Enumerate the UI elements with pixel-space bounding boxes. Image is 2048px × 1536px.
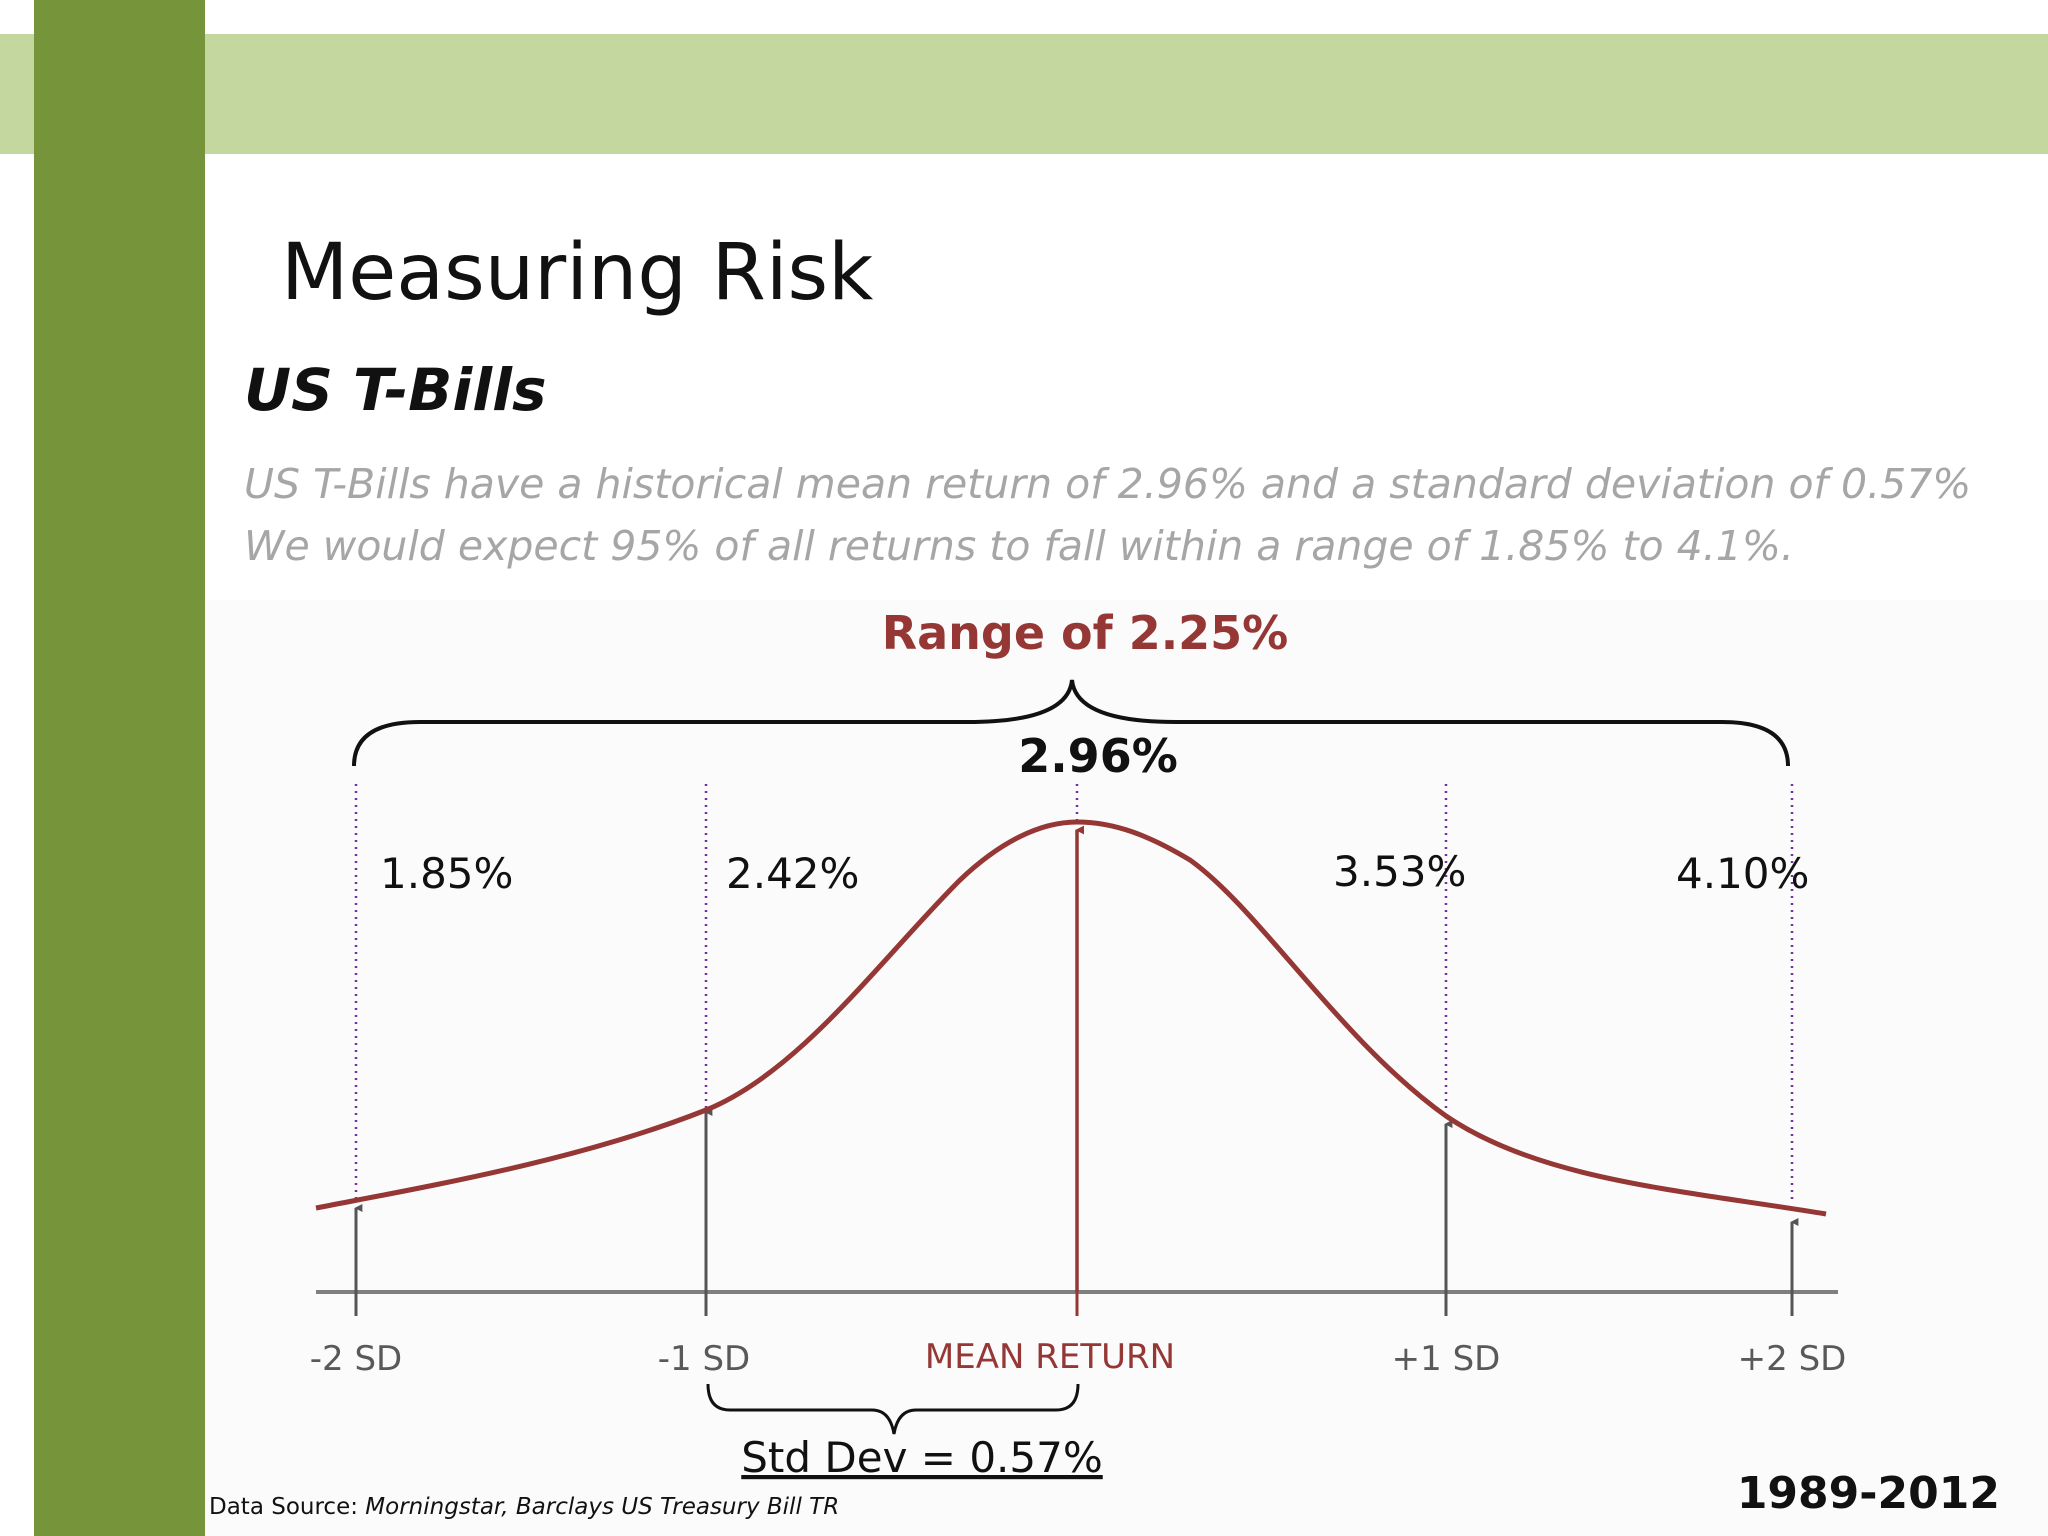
axis-label-plus-1sd: +1 SD	[1392, 1339, 1501, 1379]
data-source-value: Morningstar, Barclays US Treasury Bill T…	[365, 1494, 840, 1520]
data-source-prefix: Data Source:	[209, 1494, 358, 1520]
slide-title: Measuring Risk	[281, 228, 874, 318]
description-line-1: US T-Bills have a historical mean return…	[244, 460, 1972, 508]
chart-background	[205, 600, 2048, 1536]
side-accent-bar	[34, 0, 205, 1536]
value-plus-2sd: 4.10%	[1676, 849, 1809, 898]
value-minus-1sd: 2.42%	[726, 849, 859, 898]
description-line-2: We would expect 95% of all returns to fa…	[244, 522, 1794, 570]
header-band	[0, 34, 2048, 154]
range-brace	[352, 679, 1790, 767]
bell-curve	[315, 819, 1827, 1217]
axis-label-minus-2sd: -2 SD	[310, 1339, 402, 1379]
year-range: 1989-2012	[1736, 1468, 2000, 1519]
range-label: Range of 2.25%	[881, 606, 1289, 660]
axis-label-plus-2sd: +2 SD	[1738, 1339, 1847, 1379]
std-dev-brace	[706, 1383, 1080, 1435]
mean-value-label: 2.96%	[1018, 729, 1178, 783]
axis-label-minus-1sd: -1 SD	[658, 1339, 750, 1379]
std-dev-label: Std Dev = 0.57%	[741, 1433, 1103, 1482]
value-minus-2sd: 1.85%	[380, 849, 513, 898]
data-source: Data Source: Morningstar, Barclays US Tr…	[209, 1494, 839, 1520]
slide-subtitle: US T-Bills	[244, 356, 547, 424]
value-plus-1sd: 3.53%	[1333, 847, 1466, 896]
axis-label-mean: MEAN RETURN	[925, 1337, 1175, 1377]
